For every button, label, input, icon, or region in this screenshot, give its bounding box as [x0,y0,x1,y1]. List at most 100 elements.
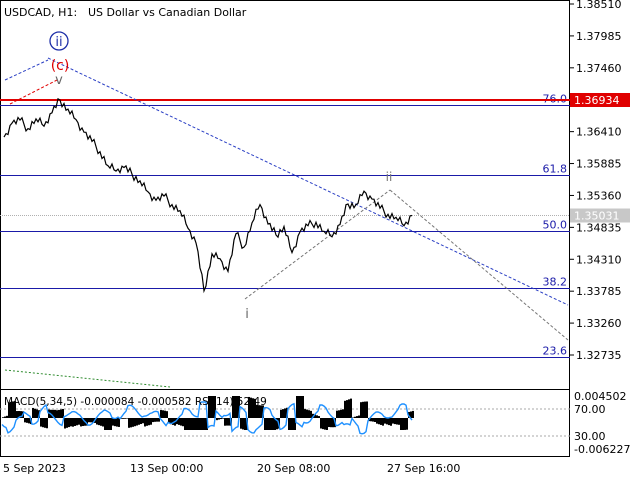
macd-bar [192,418,194,430]
macd-bar [224,418,226,426]
macd-bar [156,418,158,422]
macd-bar [74,418,76,426]
macd-bar [400,418,402,430]
macd-bar [186,418,188,430]
macd-bar [220,418,222,420]
macd-bar [86,418,88,426]
macd-bar [274,418,276,430]
macd-bar [300,396,302,418]
macd-bar [386,418,388,425]
macd-bar [212,396,214,418]
macd-bar [382,418,384,426]
wave-i-ii-link [244,189,391,300]
macd-bar [4,416,6,418]
macd-bar [228,418,230,426]
macd-bar [216,418,218,421]
macd-bar [88,418,90,423]
macd-bar [34,408,36,418]
macd-bar [164,410,166,418]
indicator-label: MACD(5,34,5) -0.000084 -0.000582 RSI(14)… [4,396,267,408]
indicator-tick-top: 0.004502 [574,390,627,403]
macd-bar [204,418,206,430]
macd-bar [26,418,28,423]
fib-level-label: 23.6 [543,345,568,358]
macd-bar [412,410,414,418]
macd-bar [130,418,132,428]
macd-bar [66,418,68,428]
macd-bar [310,410,312,418]
current-price: 1.35031 [574,210,620,223]
descending-trendline [47,57,569,306]
macd-bar [60,409,62,418]
macd-bar [40,418,42,427]
macd-bar [154,418,156,422]
current-price-tag [570,208,630,223]
macd-bar [366,401,368,418]
macd-bar [148,418,150,426]
macd-bar [374,418,376,422]
macd-bar [234,396,236,418]
marked-level-tag [570,93,630,107]
macd-bar [236,396,238,418]
macd-bar [92,418,94,423]
macd-bar [102,418,104,427]
macd-bar [28,418,30,424]
wave-label-c: (c) [51,58,70,74]
macd-bar [134,418,136,427]
macd-bar [64,418,66,429]
macd-bar [376,418,378,424]
macd-bar [152,418,154,423]
macd-bar [410,411,412,418]
macd-bar [116,418,118,427]
macd-bar [292,418,294,430]
macd-bar [202,418,204,430]
macd-bar [298,396,300,418]
macd-bar [248,396,250,418]
symbol-description: US Dollar vs Canadian Dollar [88,6,247,19]
macd-bar [14,401,16,418]
price-tick-label: 1.37460 [576,62,622,75]
macd-bar [200,418,202,430]
macd-bar [396,418,398,425]
macd-bar [308,410,310,418]
price-tick-label: 1.32735 [576,349,622,362]
macd-histogram [2,396,414,430]
price-tick-label: 1.35885 [576,158,622,171]
time-label: 27 Sep 16:00 [387,462,460,475]
macd-bar [242,418,244,430]
chart-frame [0,0,570,457]
macd-bar [362,401,364,418]
indicator-tick-bottom: -0.006227 [574,443,630,456]
macd-bar [330,418,332,428]
macd-bar [12,401,14,418]
macd-bar [352,417,354,418]
macd-bar [288,418,290,430]
macd-bar [402,418,404,430]
macd-bar [378,418,380,425]
macd-bar [388,418,390,426]
macd-bar [106,418,108,430]
macd-bar [324,418,326,430]
macd-bar [126,418,128,419]
macd-bar [112,418,114,426]
macd-bar [194,418,196,430]
macd-bar [214,396,216,418]
indicator-tick-30: 30.00 [574,430,606,443]
macd-bar [168,418,170,424]
wave-c-link [9,79,58,105]
wave-label-v: v [55,73,63,88]
wave-ii-circle-icon [49,31,69,51]
macd-bar [100,418,102,426]
fibonacci-levels: 76.061.850.038.223.6 [0,93,570,358]
macd-bar [42,418,44,428]
rsi-line [1,401,413,435]
macd-bar [150,418,152,425]
macd-bar [390,418,392,426]
macd-bar [184,418,186,430]
macd-bar [340,409,342,418]
macd-bar [208,396,210,418]
macd-bar [172,418,174,425]
macd-bar [344,400,346,418]
macd-bar [244,418,246,430]
